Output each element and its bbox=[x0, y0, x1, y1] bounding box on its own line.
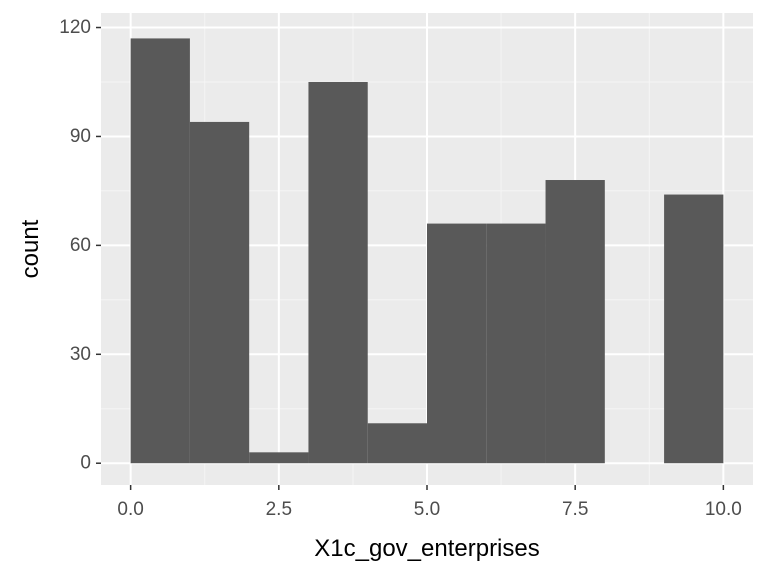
histogram-bar bbox=[249, 452, 309, 464]
histogram-bar bbox=[367, 423, 427, 464]
histogram-bar bbox=[545, 180, 605, 464]
histogram-bar bbox=[664, 194, 724, 464]
y-tick-label: 0 bbox=[80, 453, 91, 474]
y-axis-title: count bbox=[17, 219, 44, 278]
histogram-bar bbox=[130, 38, 190, 464]
x-tick-label: 5.0 bbox=[414, 499, 440, 520]
histogram-bar bbox=[308, 81, 368, 464]
histogram-bars bbox=[130, 38, 724, 464]
x-tick-label: 7.5 bbox=[562, 499, 588, 520]
x-axis: 0.0 2.5 5.0 7.5 10.0 bbox=[117, 485, 742, 520]
histogram-bar bbox=[189, 121, 250, 464]
x-tick-label: 2.5 bbox=[266, 499, 292, 520]
x-axis-title: X1c_gov_enterprises bbox=[314, 535, 539, 562]
y-tick-label: 30 bbox=[70, 344, 91, 365]
x-tick-label: 10.0 bbox=[705, 499, 742, 520]
x-tick-label: 0.0 bbox=[117, 499, 143, 520]
y-tick-label: 90 bbox=[70, 126, 91, 147]
histogram-bar bbox=[427, 223, 487, 464]
histogram-bar bbox=[486, 223, 546, 464]
y-axis: 0 30 60 90 120 bbox=[59, 17, 101, 474]
y-tick-label: 120 bbox=[59, 17, 91, 38]
y-tick-label: 60 bbox=[70, 235, 91, 256]
